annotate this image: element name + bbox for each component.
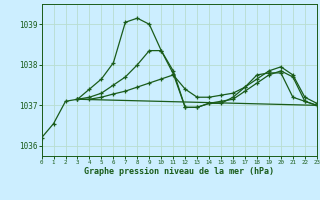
X-axis label: Graphe pression niveau de la mer (hPa): Graphe pression niveau de la mer (hPa) bbox=[84, 167, 274, 176]
